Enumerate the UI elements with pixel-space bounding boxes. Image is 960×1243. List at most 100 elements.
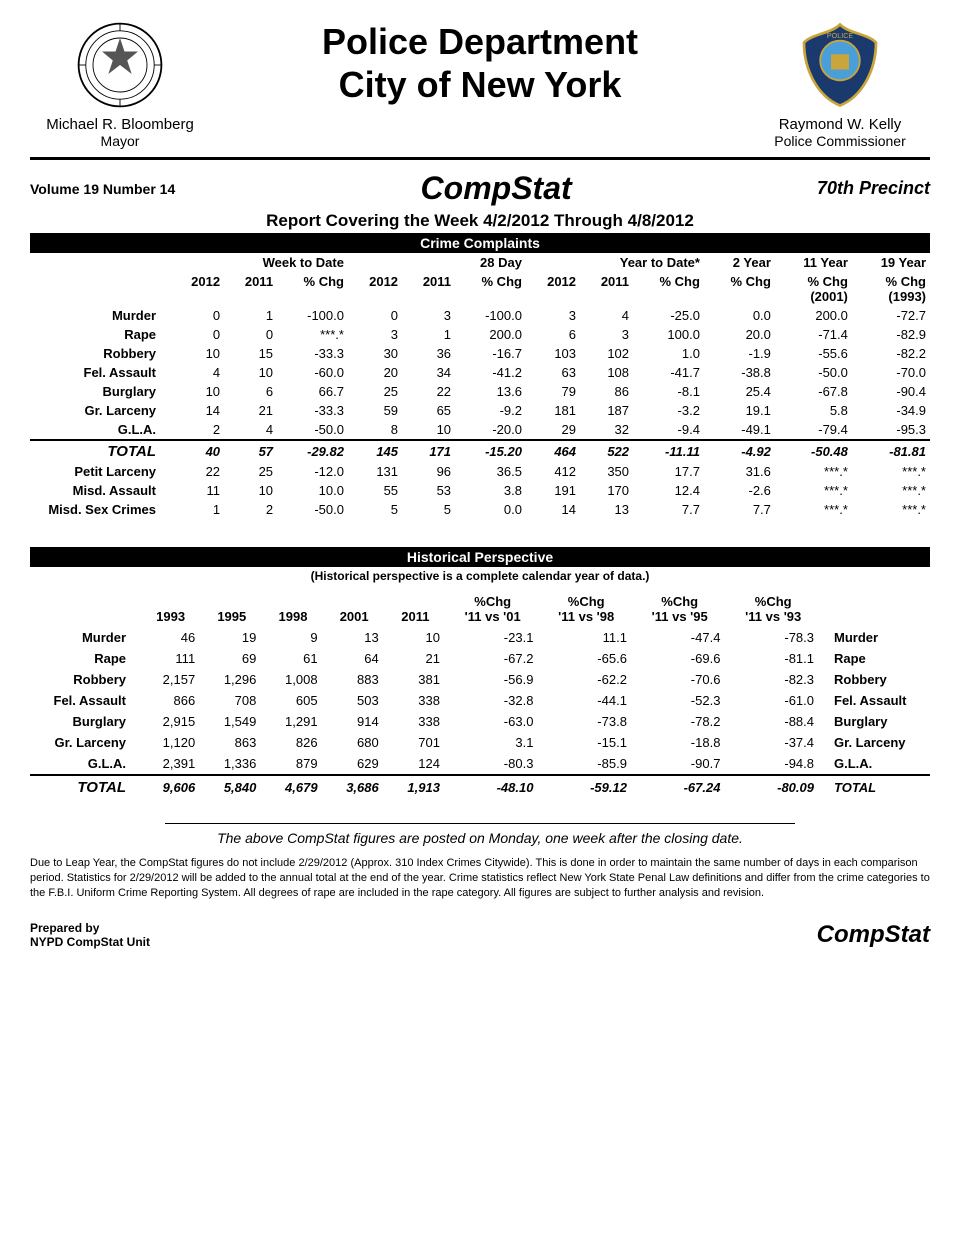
row-label-right: Rape <box>820 648 930 669</box>
cell: -100.0 <box>455 306 526 325</box>
cell: 3,686 <box>324 775 385 799</box>
cell: -16.7 <box>455 344 526 363</box>
row-label: Burglary <box>30 711 140 732</box>
cell: -15.20 <box>455 440 526 462</box>
cell: 25 <box>348 382 402 401</box>
cell: 4 <box>170 363 224 382</box>
cell: 2,915 <box>140 711 201 732</box>
header-right: POLICE Raymond W. Kelly Police Commissio… <box>750 20 930 149</box>
cell: -3.2 <box>633 401 704 420</box>
cell: 3 <box>348 325 402 344</box>
cell: -90.4 <box>852 382 930 401</box>
cell: 12.4 <box>633 481 704 500</box>
cell: -33.3 <box>277 344 348 363</box>
cell: 3 <box>402 306 455 325</box>
cell: -32.8 <box>446 690 540 711</box>
cell: -85.9 <box>539 753 633 775</box>
volume-number: Volume 19 Number 14 <box>30 181 175 197</box>
cell: -12.0 <box>277 462 348 481</box>
cell: -34.9 <box>852 401 930 420</box>
cell: 200.0 <box>775 306 852 325</box>
cell: 10 <box>224 481 277 500</box>
row-label: Petit Larceny <box>30 462 170 481</box>
cell: -20.0 <box>455 420 526 440</box>
cell: -69.6 <box>633 648 727 669</box>
cell: 63 <box>526 363 580 382</box>
cell: -49.1 <box>704 420 775 440</box>
row-label-right: Robbery <box>820 669 930 690</box>
cell: -79.4 <box>775 420 852 440</box>
sub-header: 2012 <box>526 272 580 306</box>
cell: 0.0 <box>455 500 526 519</box>
cell: -62.2 <box>539 669 633 690</box>
cell: 17.7 <box>633 462 704 481</box>
sub-header: 2012 <box>170 272 224 306</box>
row-label: Gr. Larceny <box>30 732 140 753</box>
mayor-name: Michael R. Bloomberg <box>30 116 210 133</box>
cell: 464 <box>526 440 580 462</box>
row-label: Misd. Sex Crimes <box>30 500 170 519</box>
cell: 5 <box>348 500 402 519</box>
cell: 96 <box>402 462 455 481</box>
row-label: Robbery <box>30 669 140 690</box>
group-header: 11 Year <box>775 253 852 272</box>
cell: 19.1 <box>704 401 775 420</box>
cell: -55.6 <box>775 344 852 363</box>
cell: 522 <box>580 440 633 462</box>
cell: 605 <box>262 690 323 711</box>
cell: 31.6 <box>704 462 775 481</box>
cell: 0 <box>348 306 402 325</box>
cell: 0 <box>170 306 224 325</box>
sub-header: 2011 <box>580 272 633 306</box>
cell: -73.8 <box>539 711 633 732</box>
cell: 1,120 <box>140 732 201 753</box>
row-label-right: G.L.A. <box>820 753 930 775</box>
cell: 1,913 <box>385 775 446 799</box>
dept-title-1: Police Department <box>210 20 750 63</box>
cell: 19 <box>201 627 262 648</box>
row-label: Rape <box>30 648 140 669</box>
cell: 3 <box>526 306 580 325</box>
prepared-l2: NYPD CompStat Unit <box>30 935 150 949</box>
city-seal-icon <box>75 20 165 110</box>
cell: -72.7 <box>852 306 930 325</box>
cell: 21 <box>224 401 277 420</box>
compstat-title: CompStat <box>421 170 572 207</box>
cell: 25 <box>224 462 277 481</box>
cell: 29 <box>526 420 580 440</box>
cell: 879 <box>262 753 323 775</box>
sub-header: % Chg(2001) <box>775 272 852 306</box>
cell: 36 <box>402 344 455 363</box>
cell: -11.11 <box>633 440 704 462</box>
sub-header: 2011 <box>402 272 455 306</box>
hist-header: %Chg'11 vs '98 <box>539 591 633 627</box>
cell: -37.4 <box>726 732 820 753</box>
row-label: Burglary <box>30 382 170 401</box>
cell: 36.5 <box>455 462 526 481</box>
cell: 883 <box>324 669 385 690</box>
cell: 66.7 <box>277 382 348 401</box>
cell: -15.1 <box>539 732 633 753</box>
row-label-right: Burglary <box>820 711 930 732</box>
sub-header: % Chg <box>277 272 348 306</box>
cell: 6 <box>526 325 580 344</box>
cell: 103 <box>526 344 580 363</box>
sub-header: % Chg <box>455 272 526 306</box>
crime-complaints-table: Week to Date28 DayYear to Date*2 Year11 … <box>30 253 930 519</box>
cell: 1,296 <box>201 669 262 690</box>
footer: Prepared by NYPD CompStat Unit CompStat <box>30 921 930 949</box>
cell: -33.3 <box>277 401 348 420</box>
sub-header: 2011 <box>224 272 277 306</box>
hist-header <box>30 591 140 627</box>
group-header: Year to Date* <box>526 253 704 272</box>
cell: -52.3 <box>633 690 727 711</box>
cell: 3.8 <box>455 481 526 500</box>
cell: ***.* <box>775 500 852 519</box>
cell: -63.0 <box>446 711 540 732</box>
cell: ***.* <box>852 462 930 481</box>
row-label: Rape <box>30 325 170 344</box>
cell: 4,679 <box>262 775 323 799</box>
cell: 4 <box>224 420 277 440</box>
row-label-right: Murder <box>820 627 930 648</box>
subheader: Volume 19 Number 14 CompStat 70th Precin… <box>30 170 930 207</box>
